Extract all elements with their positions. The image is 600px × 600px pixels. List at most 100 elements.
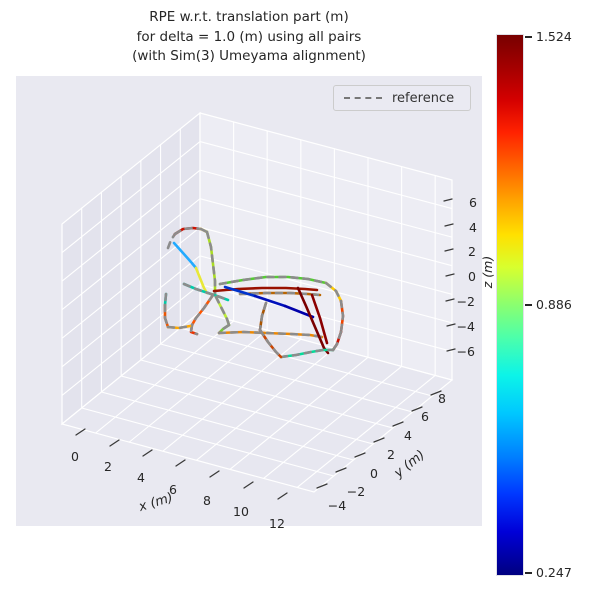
reference-trajectory-segment: [173, 226, 203, 236]
grid-line: [162, 338, 302, 452]
y-tick-label: 4: [404, 428, 412, 443]
colorbar-label-mid: 0.886: [536, 297, 572, 312]
estimate-trajectory-segment: [283, 304, 315, 319]
y-tick-label: 8: [438, 391, 446, 406]
reference-trajectory-segment: [163, 303, 170, 329]
reference-trajectory-segment: [166, 324, 192, 330]
grid-line: [81, 407, 335, 477]
grid-line: [61, 169, 201, 282]
colorbar-label-min: 0.247: [536, 565, 572, 580]
x-tick-label: 6: [169, 482, 177, 497]
y-tick-mark: [373, 437, 385, 443]
x-tick-label: 8: [203, 493, 211, 508]
x-tick-mark: [109, 439, 120, 447]
x-tick-mark: [75, 428, 86, 436]
x-tick-mark: [243, 481, 254, 489]
reference-dashed-line-sample: [344, 97, 382, 99]
grid-line: [263, 365, 403, 479]
plot-3d-canvas[interactable]: 0 2 4 6 8 10 12 −4 −2 0 2 4 6 8 6 4 2 0 −2 −4 −6 x (m) y (m) r…: [16, 76, 482, 531]
y-tick-mark: [354, 452, 366, 458]
estimate-trajectory-segment: [172, 241, 198, 270]
y-tick-mark: [430, 390, 442, 396]
y-tick-mark: [392, 421, 404, 427]
grid-line: [199, 283, 453, 352]
reference-trajectory-segment: [189, 323, 199, 336]
reference-trajectory-segment: [166, 232, 177, 250]
z-tick-mark: [444, 248, 454, 252]
plot-title-line-3: (with Sim(3) Umeyama alignment): [132, 48, 366, 64]
estimate-trajectory-segment: [253, 294, 287, 308]
z-tick-label: −4: [457, 319, 475, 334]
x-tick-label: 0: [71, 449, 79, 464]
grid-line: [199, 255, 453, 324]
x-tick-mark: [175, 459, 186, 467]
x-tick-label: 12: [269, 516, 285, 531]
z-tick-label: 6: [469, 195, 477, 210]
grid-line: [199, 198, 453, 267]
grid-line: [195, 347, 335, 461]
z-tick-mark: [446, 348, 456, 352]
grid-line: [120, 375, 374, 445]
reference-trajectory-segment: [205, 230, 217, 297]
estimate-trajectory-segment: [190, 293, 215, 327]
grid-line: [199, 141, 453, 210]
z-tick-mark: [444, 223, 454, 227]
plot-title-line-1: RPE w.r.t. translation part (m): [149, 9, 349, 25]
z-tick-label: −6: [457, 344, 475, 359]
grid-line: [140, 359, 394, 429]
grid-line: [61, 255, 201, 368]
estimate-trajectory-segment: [310, 293, 329, 345]
legend-label-reference: reference: [392, 90, 455, 106]
colorbar-label-max: 1.524: [536, 29, 572, 44]
reference-trajectory-segment: [279, 348, 335, 359]
plot-title: RPE w.r.t. translation part (m) for delt…: [16, 8, 482, 67]
reference-trajectory-segment: [331, 330, 343, 352]
grid-line: [95, 320, 235, 434]
reference-trajectory-segment: [163, 292, 168, 307]
plot-title-line-2: for delta = 1.0 (m) using all pairs: [136, 28, 362, 45]
colorbar-tick-max: [525, 36, 532, 38]
grid-line: [61, 283, 201, 396]
z-tick-label: 0: [468, 269, 476, 284]
grid-line: [179, 327, 433, 397]
colorbar-tick-mid: [525, 304, 532, 306]
estimate-trajectory-segment: [223, 285, 257, 298]
x-tick-mark: [277, 492, 288, 500]
reference-trajectory-segment: [214, 295, 231, 327]
x-tick-label: 2: [104, 459, 112, 474]
grid-line: [160, 343, 414, 413]
colorbar: [496, 34, 524, 576]
estimate-trajectory-segment: [194, 266, 209, 295]
x-tick-label: 4: [137, 470, 145, 485]
reference-trajectory-segment: [258, 301, 268, 332]
y-tick-label: 2: [387, 447, 395, 462]
colorbar-tick-min: [525, 572, 532, 574]
y-tick-label: 0: [370, 466, 378, 481]
z-tick-mark: [443, 198, 453, 202]
reference-trajectory-segment: [217, 330, 324, 339]
z-tick-label: 4: [469, 220, 477, 235]
grid-line: [229, 356, 369, 470]
z-tick-label: 2: [468, 244, 476, 259]
grid-line: [199, 226, 453, 295]
z-tick-label: −2: [457, 294, 475, 309]
x-tick-label: 10: [233, 504, 249, 519]
grid-line: [128, 329, 268, 443]
x-tick-mark: [209, 470, 220, 478]
y-tick-mark: [335, 467, 347, 473]
reference-trajectory-segment: [339, 299, 345, 334]
y-axis-label: y (m): [391, 448, 428, 482]
z-tick-mark: [446, 323, 456, 327]
reference-trajectory-segment: [324, 281, 343, 303]
grid-line: [61, 198, 201, 311]
x-axis-label: x (m): [136, 490, 174, 515]
z-tick-mark: [445, 273, 455, 277]
estimate-trajectory-segment: [218, 275, 328, 286]
y-tick-label: −4: [328, 498, 346, 513]
legend-box: reference: [333, 85, 471, 111]
grid-line: [61, 141, 201, 254]
x-tick-mark: [142, 449, 153, 457]
y-tick-mark: [411, 406, 423, 412]
grid-line: [199, 169, 453, 238]
